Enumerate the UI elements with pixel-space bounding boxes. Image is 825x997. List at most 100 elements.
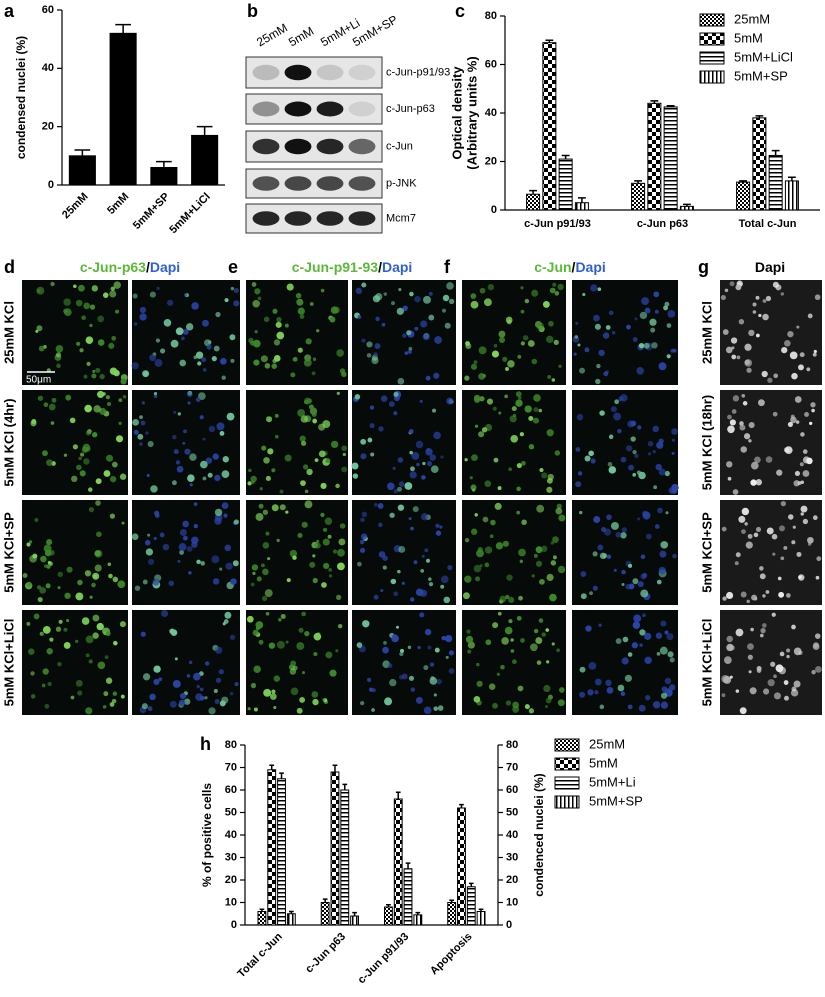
cell (660, 701, 669, 709)
cell (321, 582, 327, 588)
cell (780, 501, 786, 507)
cell (505, 316, 513, 324)
cell (773, 692, 781, 700)
cell (146, 473, 150, 477)
cell (665, 511, 669, 515)
cell (58, 619, 63, 624)
cell (660, 692, 668, 699)
cell (596, 363, 601, 369)
cell (672, 553, 677, 559)
cell (398, 288, 402, 292)
cell (484, 480, 492, 488)
cell (410, 597, 415, 602)
cell (39, 587, 47, 594)
cell (50, 281, 55, 287)
cell (544, 705, 548, 709)
cell (789, 351, 798, 360)
cell (627, 704, 633, 710)
y-tick-label: 20 (485, 155, 497, 167)
cell (429, 662, 435, 667)
cell (43, 402, 49, 408)
cell (168, 580, 175, 587)
cell (467, 641, 475, 649)
bar (267, 769, 277, 926)
cell (520, 309, 525, 314)
error-bar (352, 911, 357, 916)
blot-band (316, 176, 344, 191)
cell (77, 690, 83, 696)
cell (767, 679, 775, 687)
cell (211, 555, 220, 564)
cell (512, 701, 520, 709)
cell (162, 543, 170, 551)
cell (272, 308, 278, 314)
cell (389, 678, 397, 687)
error-bar (755, 115, 764, 118)
cell (202, 368, 207, 372)
cell (381, 322, 386, 327)
cell (594, 678, 602, 686)
cell (410, 466, 415, 472)
cell (512, 413, 517, 418)
cell (440, 455, 444, 459)
cell (188, 660, 193, 665)
y2-tick-label: 50 (506, 806, 518, 818)
cell (201, 319, 209, 327)
cell (206, 344, 212, 350)
cell (278, 618, 282, 622)
legend-swatch (699, 13, 725, 27)
cell (37, 395, 44, 401)
y-tick-label: 70 (225, 761, 237, 773)
cell (377, 503, 384, 509)
cell (605, 325, 611, 330)
cell (214, 517, 222, 525)
cell (91, 582, 96, 588)
cell (263, 457, 270, 464)
cell (224, 298, 229, 303)
cell (735, 689, 740, 693)
cell (380, 395, 388, 402)
cell (177, 559, 181, 563)
cell (620, 456, 627, 463)
cell (37, 597, 43, 603)
cell (446, 282, 454, 290)
cell (607, 461, 613, 467)
cell (428, 582, 434, 587)
cell (133, 322, 138, 326)
cell (63, 308, 68, 314)
cell (46, 539, 53, 546)
legend-label: 5mM+SP (589, 793, 643, 808)
cell (505, 366, 510, 371)
cell (465, 342, 472, 349)
cell (320, 288, 325, 293)
bar (476, 911, 486, 926)
cell (794, 470, 800, 477)
cell (655, 632, 663, 639)
cell (337, 623, 343, 629)
cell (464, 375, 470, 381)
cell (524, 704, 530, 710)
micrograph-title: c-Jun/Dapi (534, 259, 606, 275)
cell (440, 584, 445, 589)
cell (758, 399, 765, 407)
cell (195, 351, 204, 359)
cell (638, 342, 645, 349)
cell (594, 323, 601, 330)
legend-swatch (554, 776, 580, 790)
cell (545, 628, 550, 632)
cell (122, 394, 127, 399)
cell (521, 519, 527, 526)
cell (791, 540, 796, 545)
cell (199, 695, 205, 701)
bar (286, 913, 296, 926)
cell (761, 370, 768, 378)
cell (308, 404, 314, 410)
cell (783, 680, 789, 685)
cell (558, 514, 566, 522)
cell (442, 294, 450, 302)
cell (428, 291, 433, 296)
bar (277, 778, 286, 926)
blot-band (348, 101, 376, 117)
cell (469, 476, 473, 480)
